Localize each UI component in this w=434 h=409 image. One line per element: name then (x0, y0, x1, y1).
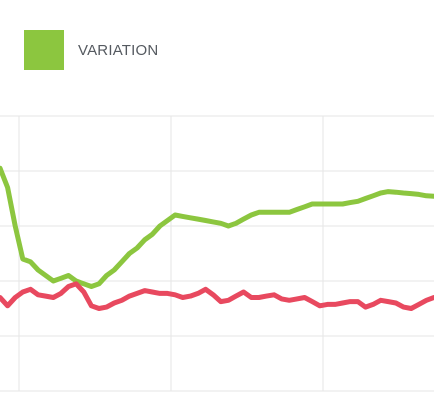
legend-swatch-variation[interactable] (24, 30, 64, 70)
grid (0, 115, 434, 392)
chart-legend: VARIATION (24, 30, 158, 70)
legend-label-variation: VARIATION (78, 41, 159, 59)
series-line-1[interactable] (0, 165, 434, 289)
series-line-2[interactable] (0, 281, 434, 311)
series-layer (0, 165, 434, 311)
